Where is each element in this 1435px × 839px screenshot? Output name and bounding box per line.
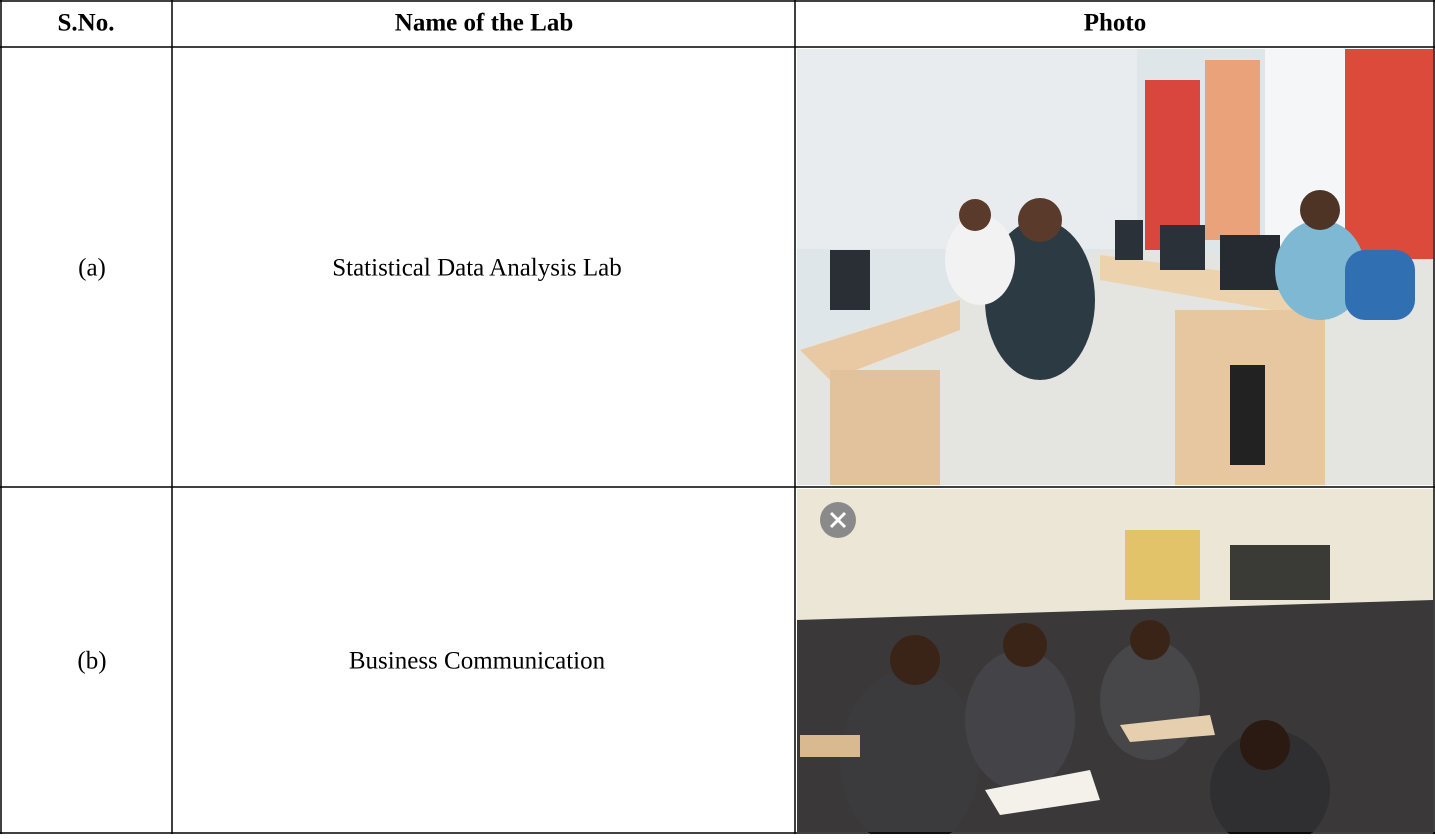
serial-cell: (a) <box>78 255 106 282</box>
photo-business-communication <box>797 489 1433 839</box>
header-cell: S.No. <box>58 10 115 37</box>
photo-statistical-lab <box>797 49 1433 485</box>
lab-name-cell: Business Communication <box>349 648 606 675</box>
close-icon-glyph <box>829 511 847 529</box>
header-cell: Photo <box>1084 10 1147 37</box>
serial-cell: (b) <box>77 648 106 675</box>
header-cell: Name of the Lab <box>395 10 573 37</box>
lab-name-cell: Statistical Data Analysis Lab <box>332 255 622 282</box>
